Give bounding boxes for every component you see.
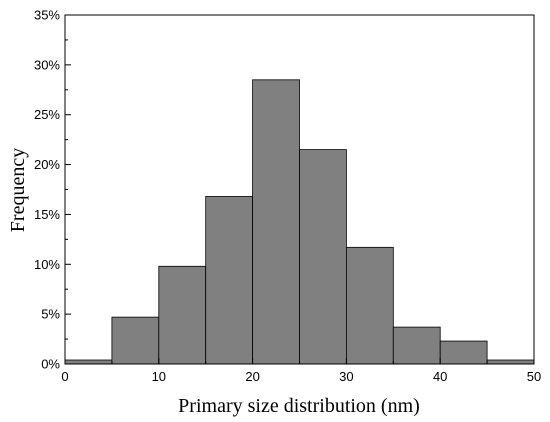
histogram-bar — [345, 246, 394, 365]
x-tick-label: 50 — [527, 369, 541, 384]
histogram-bar — [486, 359, 535, 365]
histogram-bar — [64, 359, 113, 365]
y-tick-label: 35% — [34, 8, 60, 23]
y-tick-label: 20% — [34, 157, 60, 172]
x-tick-label: 40 — [433, 369, 447, 384]
x-tick-label: 0 — [61, 369, 68, 384]
bars-layer — [64, 79, 535, 365]
histogram-bar — [392, 326, 441, 365]
y-tick-label: 0% — [41, 357, 60, 372]
x-axis-title: Primary size distribution (nm) — [178, 395, 420, 417]
histogram-bar — [205, 196, 253, 365]
y-tick-label: 25% — [34, 107, 60, 122]
x-tick-label: 30 — [339, 369, 353, 384]
ticks-layer: 0 10 20 30 40 50 0% 5% 10% 15% 20% 25% 30% 35% — [34, 8, 541, 385]
y-tick-label: 30% — [34, 57, 60, 72]
y-tick-label: 15% — [34, 207, 60, 222]
histogram-bar — [439, 340, 488, 365]
histogram-bar — [111, 316, 160, 365]
y-axis-title: Frequency — [7, 148, 29, 232]
x-tick-label: 20 — [245, 369, 259, 384]
y-tick-label: 5% — [41, 307, 60, 322]
x-tick-label: 10 — [152, 369, 166, 384]
y-tick-label: 10% — [34, 257, 60, 272]
histogram-bar — [158, 265, 207, 365]
histogram-bar — [299, 149, 347, 365]
histogram-bar — [252, 79, 300, 365]
